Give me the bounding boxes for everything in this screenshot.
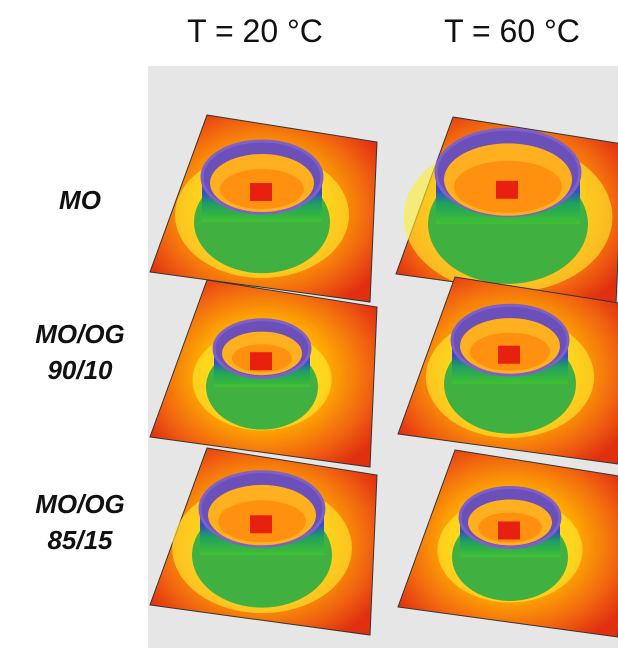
row-label: MO/OG <box>35 319 125 349</box>
center-spot <box>250 352 272 370</box>
center-spot <box>498 522 520 540</box>
row-label: 85/15 <box>47 525 113 555</box>
center-spot <box>498 346 520 364</box>
row-label: 90/10 <box>47 355 113 385</box>
row-labels: MO MO/OG 90/10 MO/OG 85/15 <box>35 185 125 555</box>
center-spot <box>250 183 272 201</box>
center-spot <box>496 181 518 199</box>
column-header: T = 20 °C <box>187 13 323 49</box>
column-header: T = 60 °C <box>444 13 580 49</box>
figure: T = 20 °C T = 60 °C MO MO/OG 90/10 MO/OG 85/… <box>0 0 618 648</box>
row-label: MO/OG <box>35 489 125 519</box>
center-spot <box>250 515 272 533</box>
row-label: MO <box>59 185 101 215</box>
